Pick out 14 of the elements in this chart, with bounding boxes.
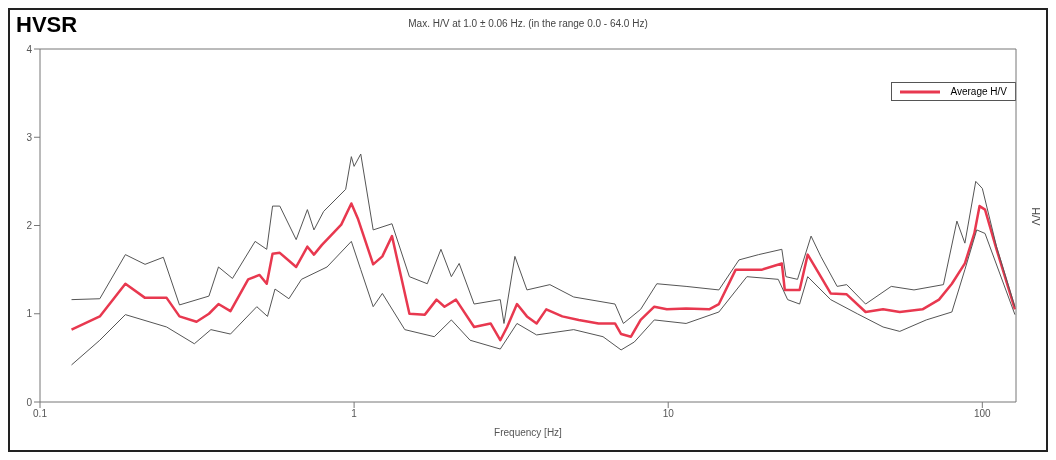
y-tick-label: 4 [26,43,33,55]
chart-subtitle: Max. H/V at 1.0 ± 0.06 Hz. (in the range 0.0 - 64.0 Hz) [408,18,648,29]
x-tick-label: 1 [351,408,358,420]
y-tick-label: 0 [26,396,33,408]
x-tick-label: 10 [662,408,675,420]
x-tick-label: 100 [973,408,992,420]
x-axis-title: Frequency [Hz] [494,427,563,438]
y-axis-title: H/V [1030,207,1043,227]
y-tick-label: 3 [26,131,33,143]
y-tick-label: 2 [26,220,33,232]
chart-title: HVSR [16,12,78,38]
x-tick-label: 0.1 [33,408,48,420]
y-tick-label: 1 [26,308,33,320]
legend-label: Average H/V [950,86,1007,97]
